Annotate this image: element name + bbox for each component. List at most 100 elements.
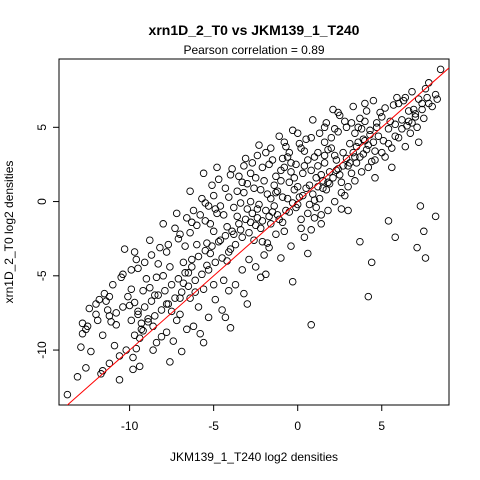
data-point	[416, 202, 425, 210]
data-point	[255, 200, 263, 209]
data-point	[285, 148, 294, 157]
data-point	[142, 275, 151, 283]
data-point	[367, 157, 376, 166]
data-point	[287, 242, 295, 250]
data-point	[268, 156, 277, 164]
data-point	[167, 307, 176, 316]
data-point	[270, 181, 278, 189]
data-point	[132, 255, 141, 264]
data-point	[362, 107, 371, 115]
data-point	[177, 347, 186, 356]
data-point	[310, 214, 319, 222]
data-point	[309, 190, 317, 198]
data-point	[235, 172, 243, 181]
data-point	[273, 187, 282, 195]
data-point	[199, 285, 208, 293]
data-point	[346, 139, 354, 148]
data-point	[238, 233, 246, 241]
data-point	[172, 316, 181, 325]
data-point	[362, 145, 371, 154]
data-point	[341, 117, 349, 126]
data-point	[366, 126, 374, 135]
data-point	[420, 114, 428, 123]
data-point	[119, 303, 127, 311]
data-point	[119, 270, 127, 279]
data-point	[349, 102, 357, 111]
data-point	[268, 208, 277, 216]
data-point	[344, 206, 352, 215]
data-point	[196, 329, 204, 338]
data-point	[109, 280, 117, 289]
data-point	[226, 171, 235, 179]
data-point	[235, 220, 243, 228]
data-point	[354, 123, 362, 132]
data-point	[208, 181, 216, 189]
data-point	[211, 258, 220, 267]
data-point	[221, 184, 230, 192]
data-point	[216, 236, 225, 244]
data-point	[391, 132, 399, 140]
data-point	[369, 96, 378, 105]
x-tick-label: 0	[294, 419, 301, 433]
data-point	[297, 144, 305, 152]
data-point	[231, 240, 240, 249]
data-point	[325, 179, 334, 188]
data-point	[201, 246, 210, 255]
data-point	[174, 275, 183, 283]
data-point	[256, 185, 265, 194]
data-point	[82, 364, 90, 372]
data-point	[361, 117, 369, 126]
data-point	[265, 212, 273, 221]
data-point	[272, 172, 280, 181]
data-point	[152, 273, 161, 282]
data-point	[337, 205, 346, 213]
data-point	[324, 206, 332, 215]
data-point	[120, 245, 129, 253]
data-point	[411, 110, 420, 118]
data-point	[240, 162, 248, 170]
data-point	[406, 129, 415, 137]
data-point	[209, 227, 218, 236]
data-point	[356, 237, 364, 246]
data-point	[135, 362, 144, 371]
data-point	[337, 178, 346, 187]
data-point	[258, 217, 267, 225]
data-point	[115, 376, 124, 384]
data-point	[317, 220, 325, 228]
data-point	[361, 99, 369, 108]
data-point	[174, 234, 183, 243]
data-point	[241, 154, 250, 163]
data-point	[369, 138, 378, 146]
data-point	[129, 353, 137, 362]
data-point	[330, 197, 339, 206]
data-point	[295, 139, 304, 148]
data-point	[162, 328, 171, 336]
data-point	[221, 313, 230, 322]
data-point	[176, 310, 184, 319]
data-point	[357, 168, 366, 176]
data-point	[258, 163, 267, 172]
data-point	[147, 251, 156, 259]
data-point	[198, 270, 206, 279]
data-point	[223, 223, 231, 231]
data-point	[300, 233, 309, 241]
data-point	[181, 242, 189, 250]
data-point	[315, 194, 324, 203]
data-point	[324, 178, 332, 187]
data-point	[181, 269, 189, 277]
data-point	[282, 142, 290, 151]
data-point	[63, 390, 72, 399]
chart-title: xrn1D_2_T0 vs JKM139_1_T240	[149, 22, 360, 38]
data-point	[85, 304, 94, 313]
data-point	[335, 171, 344, 179]
data-point	[127, 266, 136, 274]
data-point	[349, 148, 357, 157]
data-point	[251, 174, 260, 182]
data-point	[267, 194, 275, 203]
data-point	[127, 316, 136, 325]
data-point	[304, 209, 312, 218]
data-point	[398, 116, 406, 124]
data-point	[213, 163, 221, 172]
data-point	[371, 156, 379, 164]
data-point	[203, 261, 211, 270]
